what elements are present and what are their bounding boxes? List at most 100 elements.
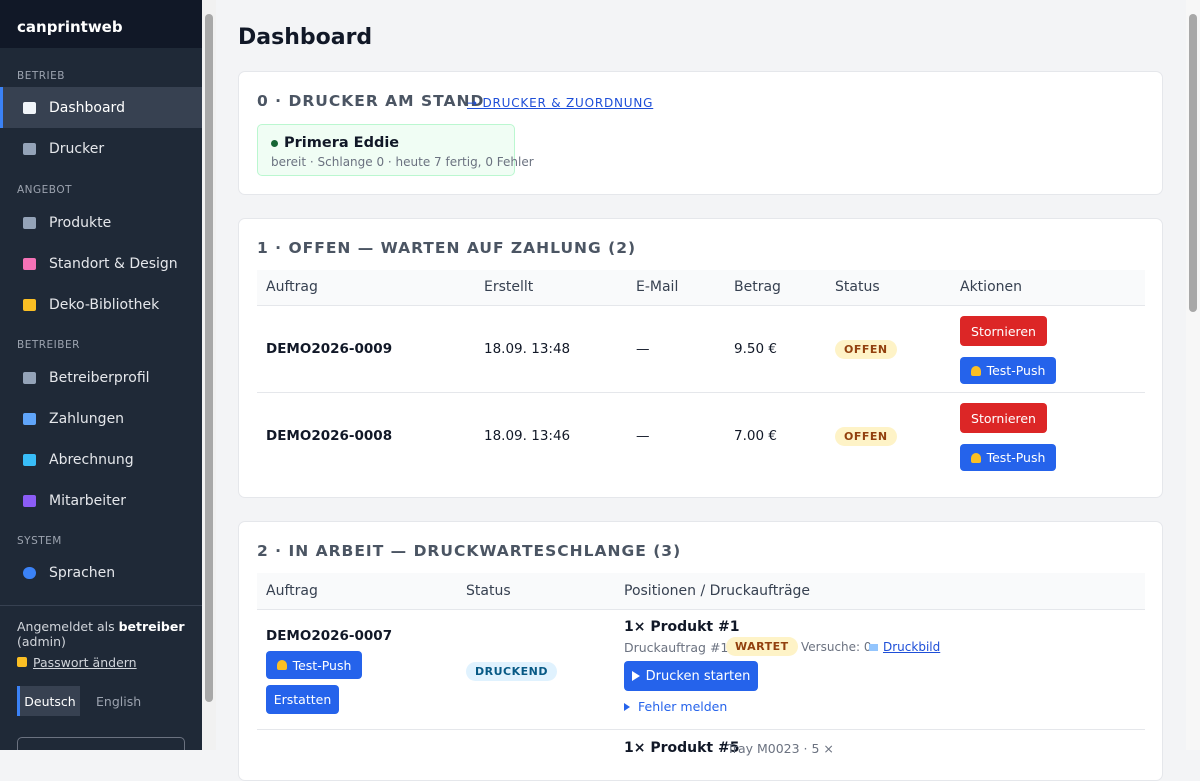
created: 18.09. 13:46 bbox=[484, 428, 571, 444]
brand[interactable]: canprintweb bbox=[0, 0, 202, 48]
job-status: WARTET bbox=[726, 637, 798, 656]
push-button[interactable]: Test-Push bbox=[960, 444, 1056, 471]
column-header: E-Mail bbox=[636, 279, 679, 295]
table-row: DEMO2026-0008 18.09. 13:46 — 7.00 € OFFEN Sto… bbox=[257, 393, 1145, 481]
nav-item[interactable]: Zahlungen bbox=[0, 398, 202, 439]
button-label: Test-Push bbox=[986, 450, 1046, 465]
logout-button[interactable] bbox=[17, 737, 185, 750]
cancel-button[interactable]: Stornieren bbox=[960, 316, 1047, 346]
push-button[interactable]: Test-Push bbox=[266, 651, 362, 679]
column-header: Status bbox=[835, 279, 880, 295]
column-header: Status bbox=[466, 583, 511, 599]
card-heading: 2 · IN ARBEIT — DRUCKWARTESCHLANGE (3) bbox=[257, 542, 682, 560]
order-id: DEMO2026-0009 bbox=[266, 341, 393, 357]
nav-item[interactable]: Betreiberprofil bbox=[0, 357, 202, 398]
order-id: DEMO2026-0008 bbox=[266, 428, 393, 444]
button-label: Test-Push bbox=[292, 657, 352, 673]
sidebar: canprintweb BETRIEB Dashboard Drucker AN… bbox=[0, 0, 202, 750]
nav-label: Mitarbeiter bbox=[49, 492, 127, 509]
password-label: Passwort ändern bbox=[33, 655, 137, 670]
printer-box: Primera Eddie bereit · Schlange 0 · heut… bbox=[257, 124, 534, 176]
nav-label: Betreiberprofil bbox=[49, 369, 150, 386]
toggle-label: Fehler melden bbox=[638, 699, 728, 714]
divider bbox=[0, 605, 202, 606]
nav-label: Zahlungen bbox=[49, 410, 125, 427]
position-title: 1× Produkt #1 bbox=[624, 619, 740, 635]
preview-link[interactable]: Druckbild bbox=[869, 640, 940, 654]
play-icon bbox=[631, 671, 640, 681]
password-link[interactable]: Passwort ändern bbox=[17, 655, 137, 670]
open-card: 1 · OFFEN — WARTEN AUF ZAHLUNG (2) Auftr… bbox=[238, 218, 1163, 498]
created: 18.09. 13:48 bbox=[484, 341, 571, 357]
push-button[interactable]: Test-Push bbox=[960, 357, 1056, 384]
lang-button[interactable]: Deutsch bbox=[17, 686, 80, 716]
bell-icon bbox=[970, 365, 981, 376]
column-header: Auftrag bbox=[266, 583, 318, 599]
refund-button[interactable]: Erstatten bbox=[266, 685, 339, 714]
preview-icon bbox=[869, 644, 878, 651]
button-label: Test-Push bbox=[986, 363, 1046, 378]
card-heading: 0 · DRUCKER AM STAND bbox=[257, 92, 485, 110]
page-title: Dashboard bbox=[238, 25, 373, 50]
table-row: DEMO2026-0007 Test-Push Erstatten DRUCKEND 1… bbox=[257, 610, 1145, 730]
start-button[interactable]: Drucken starten bbox=[624, 661, 758, 691]
lang-button[interactable]: English bbox=[96, 693, 142, 709]
toggle-icon bbox=[624, 702, 630, 711]
column-header: Aktionen bbox=[960, 279, 1022, 295]
column-header: Positionen / Druckaufträge bbox=[624, 583, 811, 599]
cancel-button[interactable]: Stornieren bbox=[960, 403, 1047, 433]
section-title: SYSTEM bbox=[17, 535, 62, 547]
user-name: betreiber bbox=[118, 619, 185, 634]
nav-label: Abrechnung bbox=[49, 451, 134, 468]
main-scrollbar bbox=[1186, 0, 1200, 750]
status-badge: OFFEN bbox=[835, 427, 897, 446]
nav-item[interactable]: Produkte bbox=[0, 202, 202, 243]
email: — bbox=[636, 428, 650, 444]
user-role: (admin) bbox=[17, 634, 66, 649]
nav-label: Sprachen bbox=[49, 564, 116, 581]
nav-label: Drucker bbox=[49, 140, 105, 157]
preview-label: Druckbild bbox=[883, 640, 941, 654]
job-id: Druckauftrag #12 bbox=[624, 640, 737, 655]
position-title: 1× Produkt #5 bbox=[624, 740, 740, 756]
attempts: Versuche: 0 bbox=[801, 640, 872, 654]
printer-name: Primera Eddie bbox=[284, 135, 400, 151]
nav-label: Dashboard bbox=[49, 99, 125, 116]
nav-label: Standort & Design bbox=[49, 255, 178, 272]
job-id: Tray M0023 · 5 × bbox=[727, 741, 834, 756]
progress-card: 2 · IN ARBEIT — DRUCKWARTESCHLANGE (3) A… bbox=[238, 521, 1163, 781]
nav-item[interactable]: Standort & Design bbox=[0, 243, 202, 284]
nav-item[interactable]: Sprachen bbox=[0, 552, 202, 593]
section-title: BETRIEB bbox=[17, 70, 65, 82]
nav-item[interactable]: Dashboard bbox=[0, 87, 202, 128]
sidebar-scrollbar bbox=[202, 0, 216, 750]
column-header: Betrag bbox=[734, 279, 781, 295]
printers-card: 0 · DRUCKER AM STAND → DRUCKER & ZUORDNU… bbox=[238, 71, 1163, 195]
user-info: Angemeldet als betreiber bbox=[17, 619, 185, 634]
status-badge: DRUCKEND bbox=[466, 662, 557, 681]
nav-item[interactable]: Drucker bbox=[0, 128, 202, 169]
bell-icon bbox=[276, 660, 287, 670]
status-badge: OFFEN bbox=[835, 340, 897, 359]
printer-details: bereit · Schlange 0 · heute 7 fertig, 0 … bbox=[271, 155, 534, 169]
amount: 9.50 € bbox=[734, 341, 777, 357]
nav-item[interactable]: Abrechnung bbox=[0, 439, 202, 480]
nav-label: Deko-Bibliothek bbox=[49, 296, 160, 313]
table-header: Auftrag Status Positionen / Druckaufträge bbox=[257, 573, 1145, 610]
section-title: ANGEBOT bbox=[17, 184, 73, 196]
nav-item[interactable]: Deko-Bibliothek bbox=[0, 284, 202, 325]
table-header: Auftrag Erstellt E-Mail Betrag Status Aktione… bbox=[257, 270, 1145, 306]
column-header: Auftrag bbox=[266, 279, 318, 295]
nav-item[interactable]: Mitarbeiter bbox=[0, 480, 202, 521]
card-heading: 1 · OFFEN — WARTEN AUF ZAHLUNG (2) bbox=[257, 239, 637, 257]
table-row: 1× Produkt #5 Tray M0023 · 5 × bbox=[257, 730, 1145, 780]
amount: 7.00 € bbox=[734, 428, 777, 444]
button-label: Drucken starten bbox=[645, 668, 751, 684]
column-header: Erstellt bbox=[484, 279, 534, 295]
nav-label: Produkte bbox=[49, 214, 112, 231]
report-toggle[interactable]: Fehler melden bbox=[624, 699, 727, 714]
bell-icon bbox=[970, 452, 981, 463]
printers-link[interactable]: → DRUCKER & ZUORDNUNG bbox=[467, 96, 654, 110]
section-title: BETREIBER bbox=[17, 339, 80, 351]
